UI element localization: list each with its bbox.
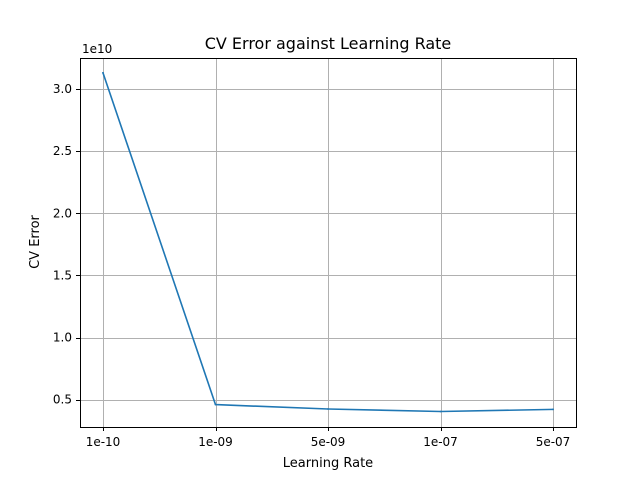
y-tick-label: 2.0 <box>53 206 72 220</box>
data-point <box>102 72 104 74</box>
x-tick-label: 5e-07 <box>536 435 571 449</box>
data-point <box>214 403 217 406</box>
grid-layer <box>80 58 576 427</box>
line-layer <box>101 71 554 413</box>
ticks-layer <box>76 89 554 431</box>
y-tick-label: 3.0 <box>53 82 72 96</box>
tick-labels-layer: 1e-10 1e-09 5e-09 1e-07 5e-07 0.5 1.0 1.5 2.0 2.5… <box>53 82 570 449</box>
data-point <box>439 410 442 413</box>
x-axis-label: Learning Rate <box>283 456 373 471</box>
x-tick-label: 1e-10 <box>86 435 121 449</box>
data-point <box>552 408 554 411</box>
y-axis-offset-label: 1e10 <box>82 42 112 56</box>
y-tick-label: 1.0 <box>53 331 72 345</box>
x-tick-label: 1e-07 <box>423 435 458 449</box>
chart-title: CV Error against Learning Rate <box>205 34 452 53</box>
data-point <box>327 408 329 410</box>
x-tick-label: 1e-09 <box>198 435 233 449</box>
y-tick-label: 1.5 <box>53 268 72 282</box>
y-tick-label: 2.5 <box>53 144 72 158</box>
y-tick-label: 0.5 <box>53 393 72 407</box>
x-tick-label: 5e-09 <box>311 435 346 449</box>
y-axis-label: CV Error <box>28 214 43 268</box>
